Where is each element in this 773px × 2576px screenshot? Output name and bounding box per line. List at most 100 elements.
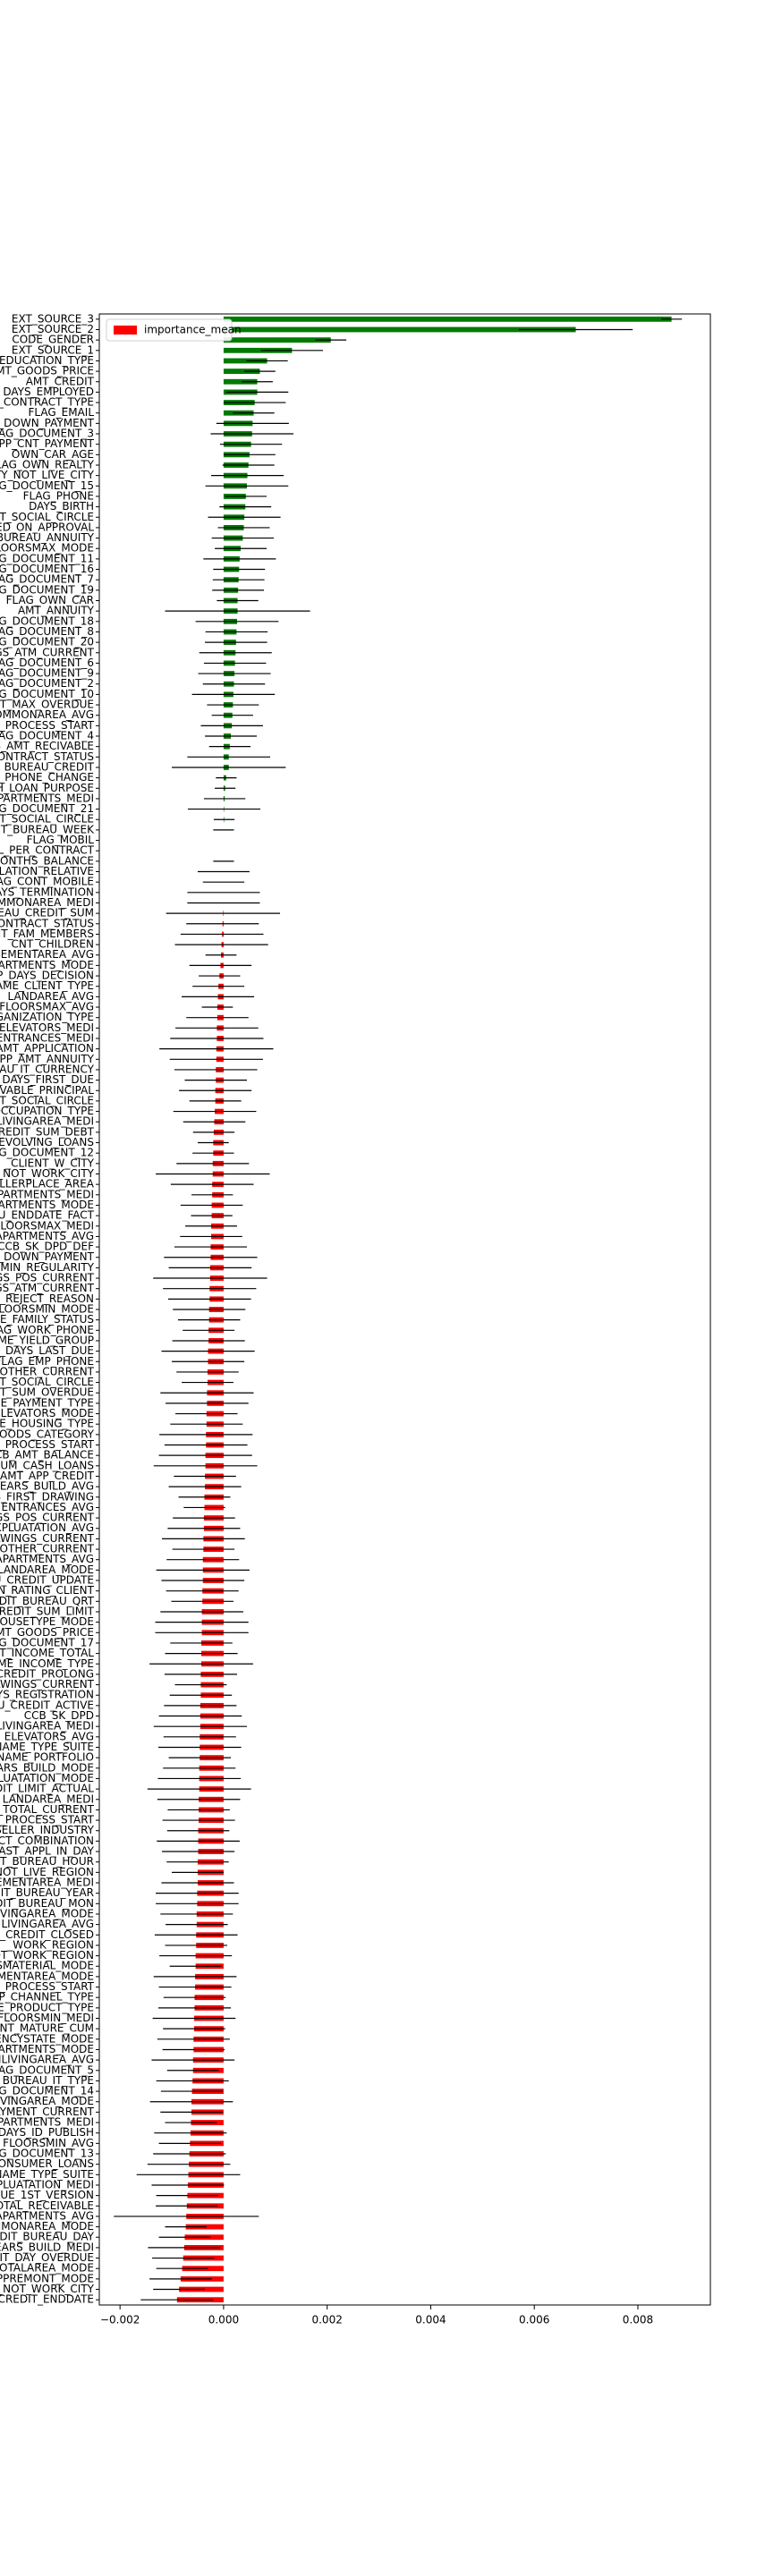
y-tick-label: ION_RATING_CLIENT <box>0 1584 95 1597</box>
y-tick-label: AMT_GOODS_PRICE <box>0 365 94 377</box>
y-tick-label: CREDIT_BUREAU_DAY <box>0 2231 95 2243</box>
y-tick-label: _NOT_LIVE_REGION <box>0 1866 94 1878</box>
y-tick-label: GENCYSTATE_MODE <box>0 2032 94 2045</box>
y-tick-label: ITY_NOT_WORK_CITY <box>0 2283 95 2295</box>
y-tick-label: _WORK_REGION <box>6 1938 94 1951</box>
y-tick-label: O_CREDIT_SUM_LIMIT <box>0 1605 95 1617</box>
y-tick-label: PULATION_RELATIVE <box>0 865 94 877</box>
y-tick-label: APP_DAYS_LAST_DUE <box>0 1344 94 1357</box>
y-tick-label: FLAG_DOCUMENT_4 <box>0 730 94 742</box>
y-tick-label: NOT_WORK_REGION <box>0 1949 94 1962</box>
y-tick-label: P_AMT_APP_CREDIT <box>0 1470 95 1482</box>
y-tick-label: CODE_GENDER <box>12 334 94 346</box>
y-tick-label: PP_PROCESS_START <box>0 1438 95 1451</box>
y-tick-label: LIVINGAREA_AVG <box>1 1918 94 1930</box>
y-tick-label: ME_FAMILY_STATUS <box>0 1313 94 1326</box>
y-tick-label: S_OTHER_CURRENT <box>0 1365 95 1377</box>
y-tick-label: FLAG_DOCUMENT_19 <box>0 583 94 596</box>
x-tick-label: −0.002 <box>100 2314 140 2326</box>
y-tick-label: MENT_MATURE_CUM <box>0 2022 94 2035</box>
y-tick-label: FLAG_EMAIL <box>28 406 94 419</box>
y-tick-label: CONTRACT_STATUS <box>0 917 94 929</box>
y-tick-label: PAYMENT_CURRENT <box>0 2106 95 2118</box>
y-tick-label: PP_DAYS_FIRST_DUE <box>0 1073 94 1086</box>
y-tick-label: MONTHS_BALANCE <box>0 854 94 867</box>
y-tick-label: CEIVABLE_PRINCIPAL <box>0 1084 94 1097</box>
y-tick-label: CREDIT_BUREAU_QRT <box>0 1595 95 1607</box>
y-tick-label: S_OTHER_CURRENT <box>0 1543 95 1555</box>
y-tick-label: FLAG_DOCUMENT_5 <box>0 2063 94 2076</box>
y-tick-label: NGS_POS_CURRENT <box>0 1272 95 1284</box>
y-tick-label: FLAG_PHONE <box>23 489 94 502</box>
y-tick-label: ONLIVINGAREA_MEDI <box>0 1720 94 1733</box>
y-tick-label: FLOORSMIN_MEDI <box>0 2012 94 2024</box>
y-tick-label: LANDAREA_MODE <box>0 1563 94 1576</box>
y-tick-label: FLAG_DOCUMENT_14 <box>0 2085 94 2097</box>
y-tick-label: APARTMENTS_MODE <box>0 959 94 971</box>
y-tick-label: BUREAU_IT_TYPE <box>3 2074 94 2087</box>
y-tick-label: FLAG_DOCUMENT_15 <box>0 479 94 492</box>
y-tick-label: GAPARTMENTS_AVG <box>0 1553 94 1565</box>
y-tick-label: APARTMENTS_MODE <box>0 2043 94 2055</box>
y-tick-label: ENTRANCES_AVG <box>2 1501 94 1513</box>
y-tick-label: BUREAU_CREDIT <box>4 760 95 773</box>
axes-frame <box>98 313 711 2306</box>
y-tick-label: APARTMENTS_MEDI <box>0 1188 94 1200</box>
y-tick-label: SELLERPLACE_AREA <box>0 1178 95 1191</box>
y-tick-label: FLAG_DOCUMENT_17 <box>0 1636 94 1648</box>
y-tick-label: LANDAREA_AVG <box>8 990 94 1003</box>
y-tick-label: APP_CHANNEL_TYPE <box>0 1991 94 2004</box>
bar <box>223 347 293 353</box>
y-tick-label: ASH_LOAN_PURPOSE <box>0 782 94 794</box>
bar <box>223 316 672 322</box>
y-tick-label: CCB_AMT_RECIVABLE <box>0 740 94 752</box>
bar <box>223 369 260 375</box>
y-tick-label: DAYS_BIRTH <box>29 500 94 513</box>
y-tick-label: ITY_NOT_WORK_CITY <box>0 1167 95 1180</box>
y-tick-label: OKAPPREMONT_MODE <box>0 2272 94 2284</box>
y-tick-label: ME_PAYMENT_TYPE <box>0 1396 94 1409</box>
y-tick-label: TE_DOWN_PAYMENT <box>0 1250 95 1263</box>
y-tick-label: ONLIVINGAREA_MODE <box>0 1907 94 1919</box>
x-tick-label: 0.008 <box>623 2314 653 2326</box>
y-tick-label: YEARS_BUILD_MODE <box>0 1761 94 1774</box>
y-tick-label: DAYS_ID_PUBLISH <box>0 2126 94 2139</box>
y-tick-label: ELEVATORS_MODE <box>0 1407 94 1419</box>
y-tick-label: ONLIVINGAREA_AVG <box>0 2054 94 2066</box>
y-tick-label: FLOORSMAX_AVG <box>0 1001 94 1013</box>
y-tick-label: EXPLUATATION_MEDI <box>0 2178 94 2190</box>
y-tick-label: FLAG_DOCUMENT_20 <box>0 636 94 648</box>
y-tick-label: EXT_SOURCE_2 <box>12 323 94 335</box>
y-tick-label: COMMONAREA_MEDI <box>0 896 94 909</box>
y-tick-label: ORGANIZATION_TYPE <box>0 1011 94 1023</box>
y-tick-label: CITY_NOT_LIVE_CITY <box>0 469 95 481</box>
y-tick-label: APP_DAYS_DECISION <box>0 970 94 982</box>
y-tick-label: FLAG_DOCUMENT_6 <box>0 657 94 669</box>
y-tick-label: FLAG_DOCUMENT_16 <box>0 563 94 575</box>
y-tick-label: NGS_ATM_CURRENT <box>0 646 95 658</box>
y-tick-label: NAME_TYPE_SUITE <box>0 1741 94 1753</box>
y-tick-label: AU_CREDIT_UPDATE <box>0 1574 94 1587</box>
y-tick-label: EDIT_BUREAU_YEAR <box>0 1886 94 1899</box>
y-tick-label: FLAG_DOCUMENT_9 <box>0 667 94 680</box>
y-tick-label: EDIT_BUREAU_WEEK <box>0 823 95 835</box>
y-tick-label: ASEMENTAREA_AVG <box>0 948 94 961</box>
y-tick-label: CNT_SOCIAL_CIRCLE <box>0 1376 94 1388</box>
y-tick-label: UREAU_IT_CURRENCY <box>0 1063 95 1075</box>
y-tick-label: DUCT_COMBINATION <box>0 1835 94 1847</box>
y-tick-label: DAYS_REGISTRATION <box>0 1689 94 1701</box>
y-tick-label: AMT_GOODS_PRICE <box>0 1626 94 1639</box>
y-tick-label: FLAG_OWN_REALTY <box>0 458 95 470</box>
y-tick-label: FLAG_DOCUMENT_10 <box>0 688 94 700</box>
y-tick-label: LANDAREA_MEDI <box>3 1792 94 1805</box>
y-tick-label: UREAU_CREDIT_SUM <box>0 907 94 919</box>
y-tick-label: LIVINGAREA_MODE <box>0 2095 94 2107</box>
y-tick-label: CREDIT_SUM_DEBT <box>0 1125 95 1138</box>
y-tick-label: YEARS_BUILD_MEDI <box>0 2241 94 2253</box>
y-tick-label: CNT_CHILDREN <box>12 938 94 951</box>
y-tick-label: FLAG_DOCUMENT_18 <box>0 614 94 627</box>
y-tick-label: NUM_CASH_LOANS <box>0 1459 94 1471</box>
y-tick-label: E_EDUCATION_TYPE <box>0 354 94 367</box>
y-tick-label: PP_NAME_PORTFOLIO <box>0 1751 94 1764</box>
